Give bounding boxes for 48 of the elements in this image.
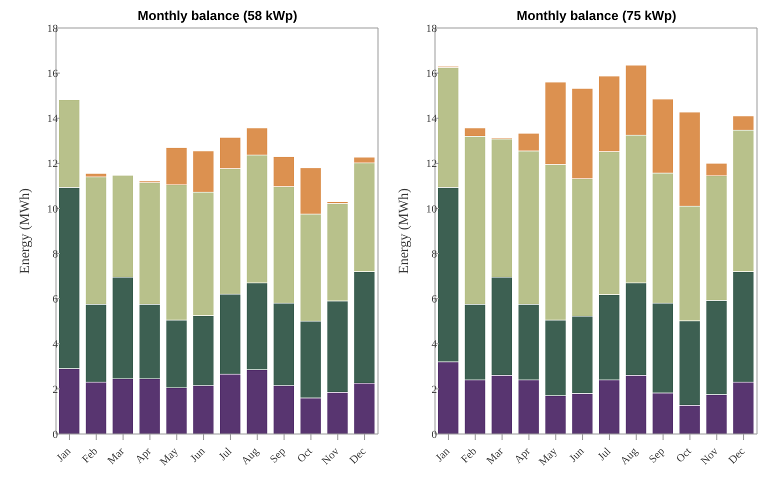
x-tick-label: May: [158, 445, 182, 468]
y-tick-label: 2: [432, 384, 437, 396]
x-tick-label: Sep: [646, 445, 668, 466]
x-tick-label: Nov: [698, 445, 722, 468]
x-tick-label: Dec: [726, 445, 748, 466]
y-tick-label: 4: [432, 338, 438, 351]
y-tick-label: 0: [432, 428, 438, 441]
y-tick-label: 8: [432, 248, 438, 260]
y-tick-label: 12: [47, 158, 58, 170]
x-tick-label: Feb: [459, 445, 480, 466]
x-tick-label: Apr: [512, 445, 534, 466]
x-tick-label: Jul: [216, 445, 234, 463]
x-tick-label: Jun: [188, 445, 208, 465]
x-tick-label: Oct: [674, 445, 694, 466]
x-tick-label: Jan: [54, 445, 74, 464]
x-tick-label: Aug: [618, 445, 641, 468]
x-tick-label: Mar: [484, 445, 506, 467]
y-tick-label: 12: [426, 158, 437, 170]
y-tick-label: 16: [426, 68, 438, 80]
x-tick-label: Sep: [268, 445, 288, 466]
y-tick-label: 10: [47, 203, 58, 216]
x-tick-label: Oct: [295, 445, 315, 466]
x-tick-label: Jun: [567, 445, 587, 465]
y-tick-label: 14: [426, 113, 438, 126]
y-tick-label: 16: [47, 68, 58, 80]
y-tick-label: 0: [52, 428, 58, 441]
x-tick-label: Nov: [320, 445, 342, 468]
y-tick-label: 2: [52, 384, 58, 396]
x-tick-label: Dec: [347, 445, 369, 466]
x-tick-label: Mar: [106, 445, 128, 467]
y-tick-label: 18: [47, 22, 58, 35]
x-tick-label: Apr: [133, 445, 154, 466]
x-tick-label: Feb: [80, 445, 101, 466]
y-tick-label: 18: [426, 22, 438, 35]
y-tick-label: 4: [52, 338, 58, 351]
chart-title: Monthly balance (75 kWp): [516, 8, 678, 23]
x-tick-label: May: [536, 445, 560, 468]
x-tick-label: Jul: [596, 445, 614, 463]
y-tick-label: 10: [426, 203, 438, 216]
chart-title: Monthly balance (58 kWp): [136, 8, 298, 23]
x-tick-label: Aug: [239, 445, 262, 468]
y-axis-title: Energy (MWh): [18, 188, 33, 274]
y-axis-title: Energy (MWh): [396, 188, 412, 274]
y-tick-label: 14: [47, 113, 58, 126]
x-tick-label: Jan: [433, 445, 453, 464]
y-tick-label: 8: [52, 248, 58, 260]
y-tick-label: 6: [52, 294, 58, 306]
y-tick-label: 6: [432, 294, 438, 306]
